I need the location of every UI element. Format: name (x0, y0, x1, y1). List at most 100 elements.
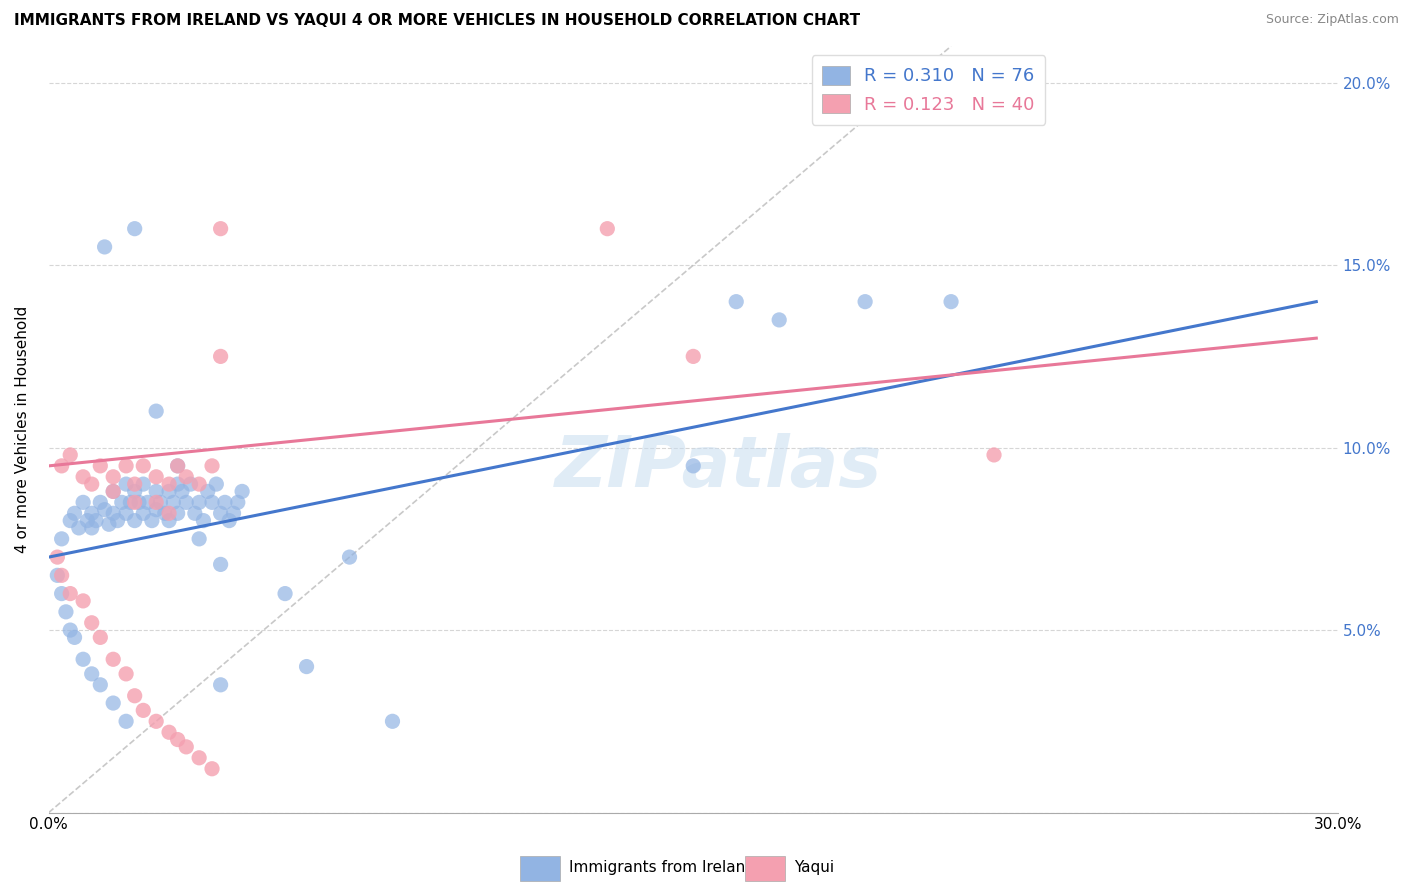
Point (72, 652, 94, 666)
Point (226, 495, 249, 509)
Point (80, 506, 103, 520)
Point (188, 751, 211, 765)
Point (103, 470, 125, 484)
Point (59, 623, 82, 637)
Point (46, 568, 69, 582)
Point (136, 495, 159, 509)
Point (853, 294, 876, 309)
Text: IMMIGRANTS FROM IRELAND VS YAQUI 4 OR MORE VEHICLES IN HOUSEHOLD CORRELATION CHA: IMMIGRANTS FROM IRELAND VS YAQUI 4 OR MO… (14, 13, 860, 29)
Point (124, 514, 146, 528)
Point (214, 495, 236, 509)
Point (209, 221, 232, 235)
Point (145, 495, 167, 509)
Point (205, 477, 228, 491)
Point (93, 502, 115, 516)
Point (103, 484, 125, 499)
Point (51, 568, 73, 582)
Point (124, 221, 146, 235)
Point (174, 470, 197, 484)
Point (132, 477, 155, 491)
Point (59, 514, 82, 528)
Point (132, 506, 155, 520)
Point (145, 404, 167, 418)
Legend: R = 0.310   N = 76, R = 0.123   N = 40: R = 0.310 N = 76, R = 0.123 N = 40 (811, 55, 1045, 125)
Point (153, 506, 176, 520)
Point (89, 458, 111, 473)
Point (166, 458, 188, 473)
Point (231, 484, 253, 499)
Point (51, 532, 73, 546)
Point (103, 696, 125, 710)
Point (682, 350, 704, 364)
Point (80, 477, 103, 491)
Point (339, 550, 361, 565)
Point (145, 484, 167, 499)
Text: Immigrants from Ireland: Immigrants from Ireland (569, 861, 755, 875)
Point (725, 294, 748, 309)
Point (63, 631, 86, 645)
Point (72, 594, 94, 608)
Point (218, 514, 240, 528)
Point (124, 495, 146, 509)
Point (115, 458, 138, 473)
Point (103, 484, 125, 499)
Point (209, 678, 232, 692)
Point (132, 703, 155, 717)
Point (184, 506, 207, 520)
Point (115, 506, 138, 520)
Point (63, 506, 86, 520)
Point (222, 506, 245, 520)
Point (120, 495, 142, 509)
Point (115, 477, 138, 491)
Point (188, 532, 211, 546)
Point (939, 294, 962, 309)
Text: Source: ZipAtlas.com: Source: ZipAtlas.com (1265, 13, 1399, 27)
Point (209, 350, 232, 364)
Point (145, 470, 167, 484)
Point (55, 605, 77, 619)
Text: Yaqui: Yaqui (794, 861, 835, 875)
Point (180, 477, 202, 491)
Point (51, 458, 73, 473)
Point (381, 714, 404, 729)
Point (209, 506, 232, 520)
Point (89, 495, 111, 509)
Point (59, 448, 82, 462)
Point (149, 495, 172, 509)
Point (141, 514, 163, 528)
Point (145, 502, 167, 516)
Point (166, 506, 188, 520)
Point (596, 221, 619, 235)
Y-axis label: 4 or more Vehicles in Household: 4 or more Vehicles in Household (15, 306, 30, 553)
Point (166, 732, 188, 747)
Point (72, 495, 94, 509)
Point (295, 659, 318, 673)
Point (46, 550, 69, 565)
Point (197, 484, 219, 499)
Point (124, 477, 146, 491)
Point (103, 652, 125, 666)
Point (80, 615, 103, 630)
Point (166, 458, 188, 473)
Point (193, 514, 215, 528)
Point (174, 495, 197, 509)
Point (170, 484, 193, 499)
Point (188, 495, 211, 509)
Point (157, 484, 180, 499)
Point (115, 714, 138, 729)
Point (201, 762, 224, 776)
Point (97, 517, 120, 532)
Point (89, 631, 111, 645)
Text: ZIPatlas: ZIPatlas (555, 434, 883, 502)
Point (89, 678, 111, 692)
Point (72, 470, 94, 484)
Point (157, 506, 180, 520)
Point (188, 477, 211, 491)
Point (80, 666, 103, 681)
Point (128, 495, 150, 509)
Point (59, 586, 82, 600)
Point (157, 514, 180, 528)
Point (84, 514, 107, 528)
Point (174, 739, 197, 754)
Point (124, 689, 146, 703)
